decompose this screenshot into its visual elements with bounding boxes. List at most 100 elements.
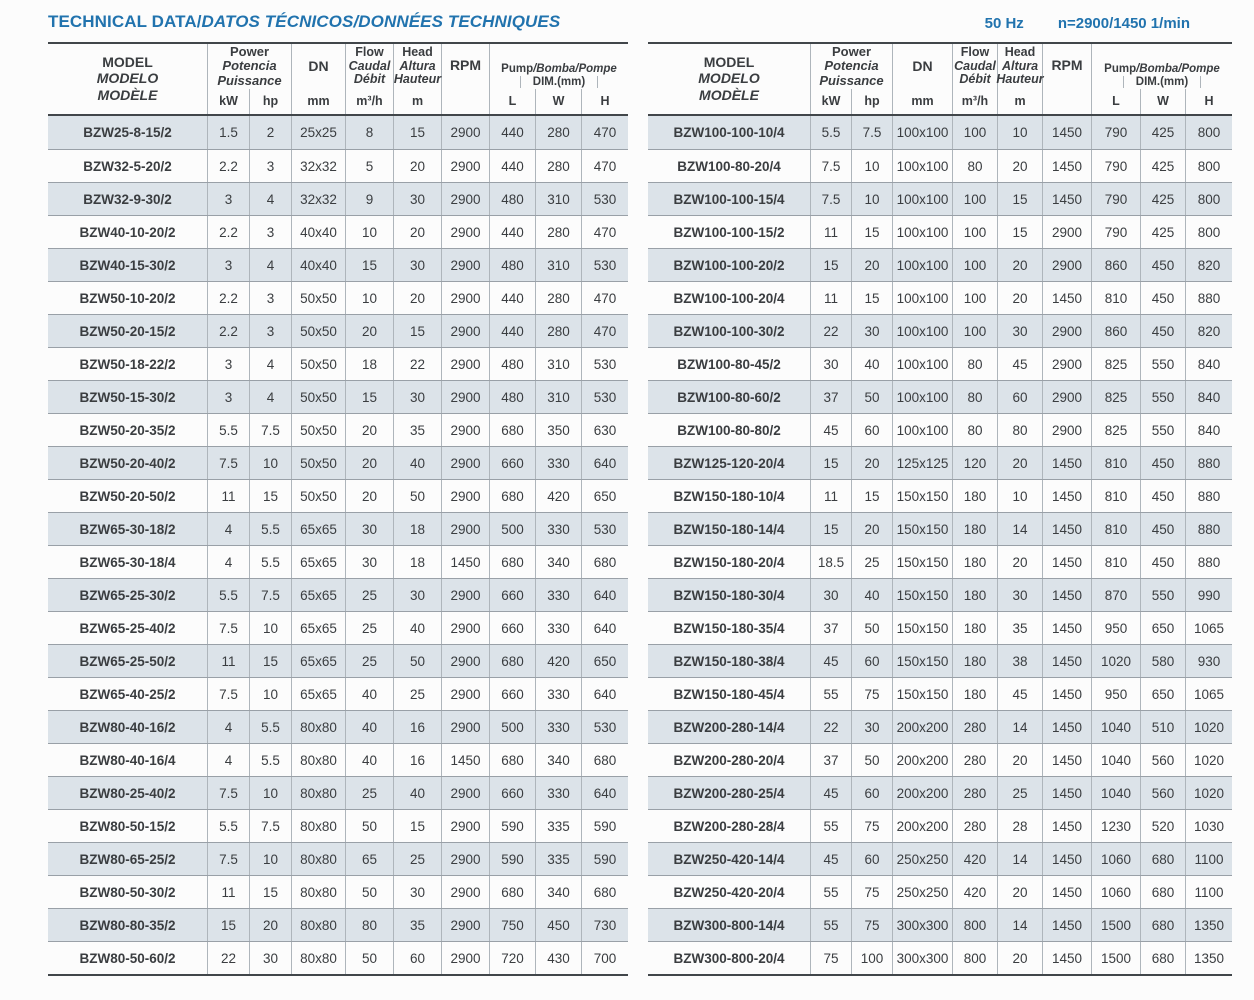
value-cell: 30 (998, 315, 1043, 347)
value-cell: 1020 (1193, 752, 1225, 768)
value-cell: 180 (953, 579, 998, 611)
value-cell: 30 (811, 348, 852, 380)
value-cell: 4 (208, 711, 250, 743)
value-cell: 15 (250, 876, 292, 908)
value-cell: 470 (593, 290, 617, 306)
table-row: BZW100-100-20/2 15 20 100x100 100 20 2900 860 45… (648, 248, 1232, 281)
value-cell: 560 (1141, 777, 1186, 809)
model-cell: BZW150-180-45/4 (648, 678, 811, 710)
value-cell: 15 (852, 480, 893, 512)
value-cell: 1020 (1092, 645, 1141, 677)
value-cell: 810 (1092, 513, 1141, 545)
value-cell: 80x80 (292, 777, 346, 809)
value-cell: 15 (394, 810, 442, 842)
value-cell: 1450 (1043, 678, 1092, 710)
value-cell: 100 (953, 216, 998, 248)
value-cell: 440 (490, 282, 536, 314)
value-cell: 50 (346, 942, 394, 974)
value-cell: 100x100 (893, 414, 953, 446)
value-cell: 30 (811, 579, 852, 611)
value-cell: 2900 (1043, 216, 1092, 248)
value-cell: 1450 (1043, 612, 1092, 644)
value-cell: 55 (811, 678, 852, 710)
value-cell: 480 (490, 249, 536, 281)
value-cell: 100x100 (893, 216, 953, 248)
value-cell: 150x150 (893, 513, 953, 545)
value-cell: 80x80 (292, 810, 346, 842)
value-cell: 200x200 (893, 810, 953, 842)
value-cell: 950 (1092, 612, 1141, 644)
value-cell: 425 (1141, 150, 1186, 182)
model-cell: BZW200-280-25/4 (648, 777, 811, 809)
model-cell: BZW100-80-80/2 (648, 414, 811, 446)
value-cell: 80 (346, 909, 394, 941)
model-cell: BZW25-8-15/2 (48, 116, 208, 149)
value-cell: 1450 (1043, 116, 1092, 149)
value-cell: 10 (346, 282, 394, 314)
value-cell: 30 (250, 942, 292, 974)
value-cell: 60 (852, 414, 893, 446)
value-cell: 4 (250, 348, 292, 380)
table-row: BZW200-280-20/4 37 50 200x200 280 20 1450 1040 5… (648, 743, 1232, 776)
value-cell: 300x300 (893, 942, 953, 974)
value-cell: 840 (1197, 389, 1221, 405)
value-cell: 40 (346, 711, 394, 743)
table-row: BZW100-100-10/4 5.5 7.5 100x100 100 10 1450 790… (648, 116, 1232, 149)
table-row: BZW50-20-35/2 5.5 7.5 50x50 20 35 2900 680 350 63… (48, 413, 628, 446)
model-cell: BZW100-100-15/2 (648, 216, 811, 248)
value-cell: 680 (593, 752, 617, 768)
value-cell: 800 (1197, 191, 1221, 207)
value-cell: 20 (394, 150, 442, 182)
model-cell: BZW200-280-14/4 (648, 711, 811, 743)
value-cell: 2900 (1043, 315, 1092, 347)
model-cell: BZW50-20-15/2 (48, 315, 208, 347)
value-cell: 2900 (442, 414, 490, 446)
value-cell: 680 (490, 414, 536, 446)
value-cell: 2900 (442, 315, 490, 347)
value-cell: 25 (998, 777, 1043, 809)
value-cell: 2900 (442, 348, 490, 380)
value-cell: 50 (852, 612, 893, 644)
value-cell: 20 (852, 513, 893, 545)
value-cell: 2900 (442, 150, 490, 182)
value-cell: 5.5 (250, 711, 292, 743)
value-cell: 550 (1141, 348, 1186, 380)
value-cell: 180 (953, 678, 998, 710)
value-cell: 340 (536, 744, 582, 776)
value-cell: 730 (593, 917, 617, 933)
value-cell: 5.5 (208, 579, 250, 611)
value-cell: 440 (490, 315, 536, 347)
value-cell: 22 (394, 348, 442, 380)
value-cell: 65x65 (292, 645, 346, 677)
model-cell: BZW32-5-20/2 (48, 150, 208, 182)
value-cell: 200x200 (893, 744, 953, 776)
value-cell: 1040 (1092, 777, 1141, 809)
table-row: BZW80-40-16/4 4 5.5 80x80 40 16 1450 680 340 680 (48, 743, 628, 776)
value-cell: 1450 (442, 744, 490, 776)
model-cell: BZW150-180-35/4 (648, 612, 811, 644)
table-row: BZW150-180-14/4 15 20 150x150 180 14 1450 810 45… (648, 512, 1232, 545)
value-cell: 15 (208, 909, 250, 941)
value-cell: 80x80 (292, 942, 346, 974)
value-cell: 30 (852, 315, 893, 347)
value-cell: 30 (346, 546, 394, 578)
value-cell: 450 (1141, 447, 1186, 479)
value-cell: 680 (490, 546, 536, 578)
value-cell: 280 (536, 282, 582, 314)
model-cell: BZW65-25-40/2 (48, 612, 208, 644)
value-cell: 65x65 (292, 678, 346, 710)
value-cell: 450 (1141, 249, 1186, 281)
value-cell: 340 (536, 876, 582, 908)
value-cell: 950 (1092, 678, 1141, 710)
unit-mm: mm (893, 89, 953, 114)
table-row: BZW150-180-20/4 18.5 25 150x150 180 20 1450 810… (648, 545, 1232, 578)
value-cell: 420 (953, 876, 998, 908)
value-cell: 800 (953, 942, 998, 974)
value-cell: 470 (593, 125, 617, 140)
value-cell: 840 (1197, 422, 1221, 438)
value-cell: 450 (1141, 315, 1186, 347)
unit-dim-h: H (1204, 93, 1214, 108)
table-row: BZW32-5-20/2 2.2 3 32x32 5 20 2900 440 280 470 (48, 149, 628, 182)
unit-dim-l: L (490, 89, 536, 114)
value-cell: 650 (593, 653, 617, 669)
